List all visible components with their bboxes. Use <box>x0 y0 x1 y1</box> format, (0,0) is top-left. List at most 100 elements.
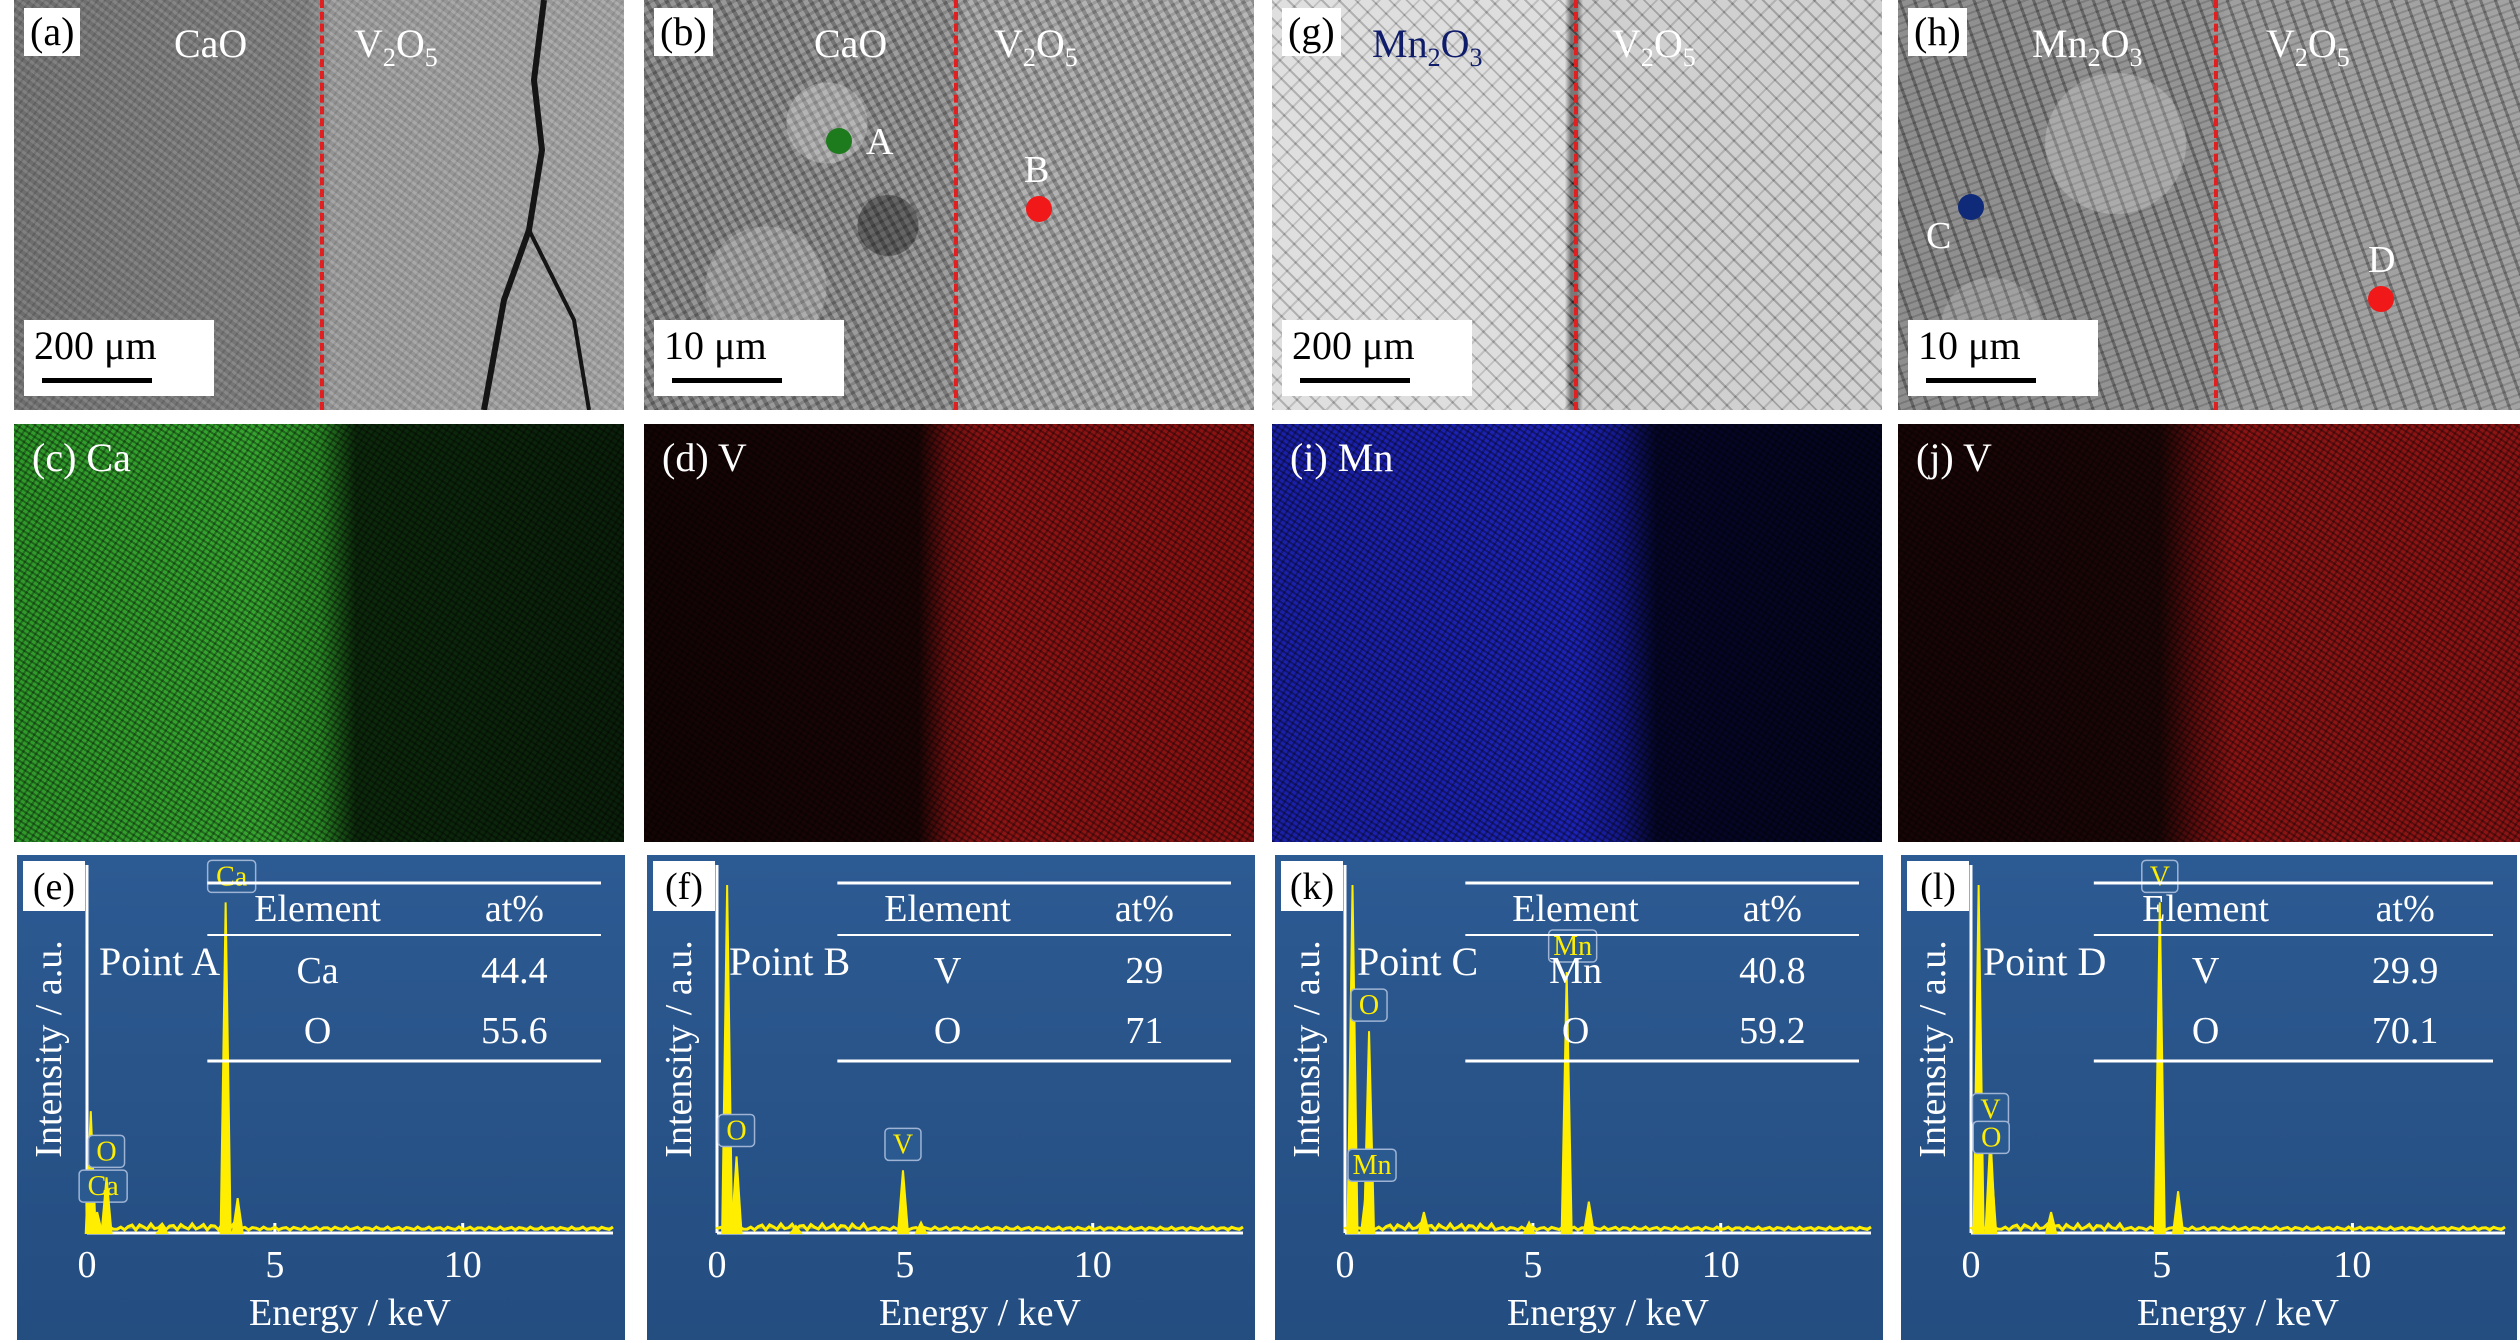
x-tick-label: 5 <box>2152 1244 2171 1286</box>
point-c-label: C <box>1926 214 1951 258</box>
table-cell: Ca <box>296 950 338 992</box>
material-right: V2O5 <box>1612 18 1696 84</box>
spectrum-peak <box>1419 1212 1429 1233</box>
spectrum-peak <box>221 902 231 1233</box>
scale-bar: 10 μm <box>654 320 844 396</box>
eds-panel-k: 0 5 10 Energy / keV Intensity / a.u. O Mn Mn Poi… <box>1272 852 1886 1343</box>
map-panel-v-left: (d) V <box>644 424 1254 842</box>
panel-label: (e) <box>23 861 85 911</box>
table-header-cell: Element <box>2142 888 2269 930</box>
panel-label: (f) <box>653 861 715 911</box>
map-label: (j) V <box>1916 432 1992 484</box>
sem-panel-g: (g) Mn2O3 V2O5 200 μm <box>1272 0 1882 410</box>
panel-label: (k) <box>1281 861 1343 911</box>
sem-panel-b: (b) CaO V2O5 A B 10 μm <box>644 0 1254 410</box>
table-cell: 44.4 <box>481 950 548 992</box>
peak-label: V <box>885 1128 921 1160</box>
table-cell: O <box>934 1010 961 1052</box>
x-tick-label: 10 <box>1702 1244 1740 1286</box>
x-tick-label: 10 <box>444 1244 482 1286</box>
svg-text:Ca: Ca <box>88 1171 120 1202</box>
spectrum-peak <box>898 1170 908 1233</box>
point-a-label: A <box>866 120 893 164</box>
point-a-marker <box>826 128 852 154</box>
peak-label: Ca <box>79 1170 127 1202</box>
point-title: Point D <box>1983 939 2106 984</box>
table-header-cell: at% <box>2376 888 2435 930</box>
map-panel-mn: (i) Mn <box>1272 424 1882 842</box>
point-title: Point C <box>1357 939 1478 984</box>
map-panel-ca: (c) Ca <box>14 424 624 842</box>
x-axis-label: Energy / keV <box>2137 1292 2339 1334</box>
spectrum-peak <box>233 1198 243 1233</box>
x-tick-label: 5 <box>1523 1244 1542 1286</box>
svg-text:V: V <box>893 1129 913 1160</box>
interface-line <box>954 0 958 410</box>
material-right: V2O5 <box>2266 18 2350 84</box>
peak-label: O <box>719 1114 755 1146</box>
table-cell: O <box>1562 1010 1589 1052</box>
x-tick-label: 0 <box>708 1244 727 1286</box>
map-panel-v-right: (j) V <box>1898 424 2520 842</box>
table-header-cell: at% <box>485 888 544 930</box>
scale-bar: 200 μm <box>1282 320 1472 396</box>
x-tick-label: 0 <box>1336 1244 1355 1286</box>
material-left: CaO <box>814 18 887 70</box>
point-d-label: D <box>2368 238 2395 282</box>
x-tick-label: 0 <box>1962 1244 1981 1286</box>
material-left: Mn2O3 <box>2032 18 2142 84</box>
table-cell: O <box>304 1010 331 1052</box>
spectrum-peak <box>732 1156 742 1233</box>
spectrum-peak <box>2155 902 2165 1233</box>
y-axis-label: Intensity / a.u. <box>1286 940 1328 1157</box>
x-axis-label: Energy / keV <box>1507 1292 1709 1334</box>
x-tick-label: 10 <box>2333 1244 2371 1286</box>
material-left: Mn2O3 <box>1372 18 1482 84</box>
svg-text:Ca: Ca <box>216 861 248 892</box>
material-right: V2O5 <box>994 18 1078 84</box>
spectrum-peak <box>916 1223 926 1233</box>
map-label: (i) Mn <box>1290 432 1393 484</box>
spectrum-peak <box>1584 1202 1594 1233</box>
svg-text:(e): (e) <box>33 866 75 908</box>
interface-line <box>1574 0 1578 410</box>
table-cell: V <box>934 950 962 992</box>
point-d-marker <box>2368 286 2394 312</box>
map-label: (c) Ca <box>32 432 131 484</box>
y-axis-label: Intensity / a.u. <box>658 940 700 1157</box>
sem-panel-a: (a) CaO V2O5 200 μm <box>14 0 624 410</box>
table-cell: 55.6 <box>481 1010 548 1052</box>
table-cell: 71 <box>1125 1010 1163 1052</box>
point-c-marker <box>1958 194 1984 220</box>
peak-label: Mn <box>1348 1149 1396 1181</box>
peak-label: O <box>1351 989 1387 1021</box>
svg-text:(f): (f) <box>665 866 703 908</box>
x-axis-label: Energy / keV <box>879 1292 1081 1334</box>
table-header-cell: Element <box>1512 888 1639 930</box>
table-cell: Mn <box>1549 950 1602 992</box>
table-cell: 29.9 <box>2372 950 2439 992</box>
svg-text:O: O <box>726 1115 746 1146</box>
x-axis-label: Energy / keV <box>249 1292 451 1334</box>
table-cell: 40.8 <box>1739 950 1806 992</box>
svg-text:(l): (l) <box>1920 866 1956 908</box>
panel-label: (l) <box>1907 861 1969 911</box>
table-cell: 59.2 <box>1739 1010 1806 1052</box>
spectrum-peak <box>1974 885 1984 1233</box>
spectrum-peak <box>2046 1212 2056 1233</box>
spectrum-peak <box>2173 1191 2183 1233</box>
eds-panel-f: 0 5 10 Energy / keV Intensity / a.u. O V Point … <box>644 852 1258 1343</box>
peak-label: O <box>1973 1121 2009 1153</box>
table-cell: 70.1 <box>2372 1010 2439 1052</box>
point-title: Point B <box>729 939 850 984</box>
table-header-cell: at% <box>1115 888 1174 930</box>
table-header-cell: Element <box>254 888 381 930</box>
y-axis-label: Intensity / a.u. <box>1912 940 1954 1157</box>
spectrum-baseline <box>87 1224 613 1230</box>
point-b-marker <box>1026 196 1052 222</box>
x-tick-label: 5 <box>265 1244 284 1286</box>
point-title: Point A <box>99 939 220 984</box>
peak-label: Ca <box>208 860 256 892</box>
eds-panel-e: 0 5 10 Energy / keV Intensity / a.u. Ca O Ca Poi… <box>14 852 628 1343</box>
spectrum-peak <box>722 885 732 1233</box>
